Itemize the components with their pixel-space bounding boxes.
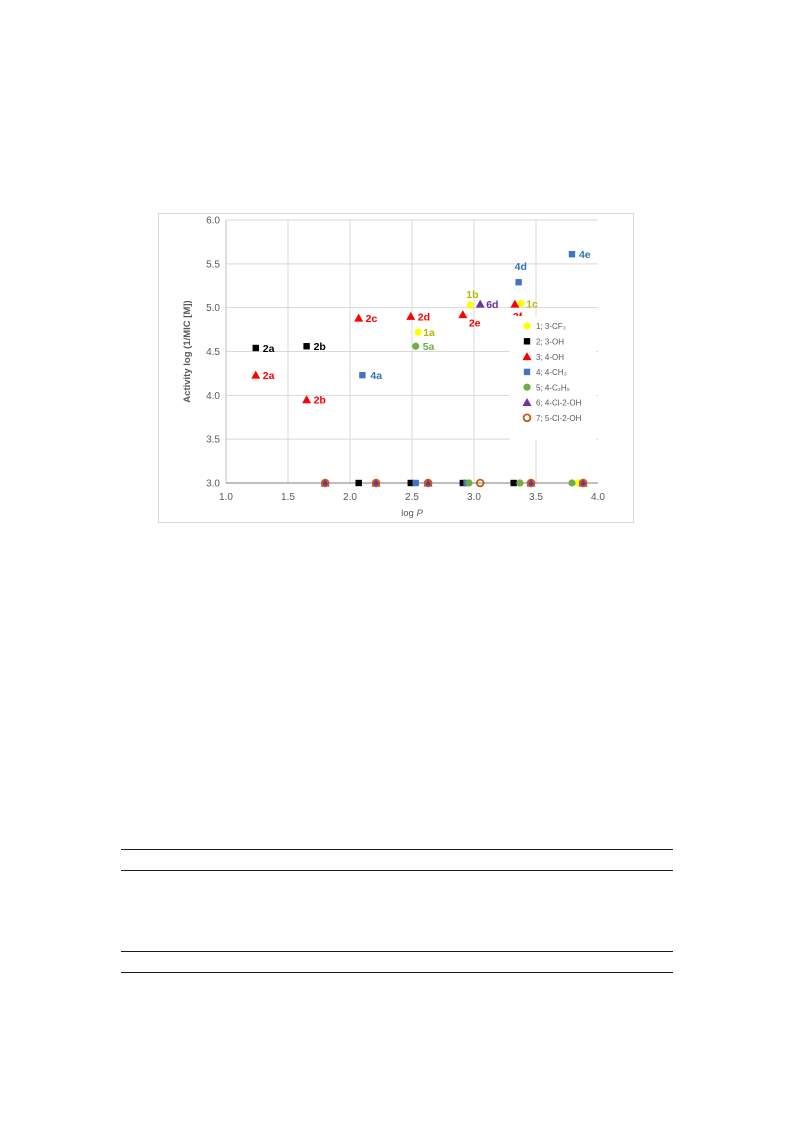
data-point: [465, 479, 473, 487]
table-bottom-rule: [121, 972, 673, 973]
data-point: [475, 478, 485, 488]
data-point: [458, 310, 468, 319]
data-point: [517, 299, 525, 307]
y-tick-label: 4.5: [206, 347, 220, 358]
data-point: [252, 344, 259, 352]
data-label-2c: 2c: [366, 313, 378, 325]
legend-marker: [523, 322, 531, 330]
data-point: [515, 279, 522, 286]
data-label-2a: 2a: [263, 370, 275, 382]
data-label-1b: 1b: [466, 289, 478, 301]
y-tick-label: 5.0: [206, 303, 220, 314]
data-label-2b: 2b: [314, 395, 326, 407]
data-label-1a: 1a: [423, 327, 435, 339]
legend-label: 3; 4-OH: [536, 353, 564, 362]
data-point: [371, 478, 381, 488]
data-point: [355, 479, 362, 487]
data-point: [475, 299, 485, 308]
legend-marker: [522, 398, 532, 406]
data-point: [466, 301, 474, 309]
data-label-4a: 4a: [370, 370, 382, 382]
data-point: [510, 479, 517, 487]
data-point: [303, 343, 310, 350]
legend-marker: [522, 352, 532, 361]
data-point: [414, 328, 422, 336]
data-label-6d: 6d: [486, 299, 498, 311]
legend-marker: [522, 413, 532, 423]
legend-marker: [523, 368, 531, 376]
data-point: [251, 370, 261, 379]
legend-label: 2; 3-OH: [536, 338, 564, 347]
table-header-rule: [121, 870, 673, 871]
legend-label: 7; 5-Cl-2-OH: [536, 414, 582, 423]
x-tick-label: 1.5: [281, 492, 295, 503]
y-tick-label: 4.0: [206, 391, 220, 402]
data-point: [510, 299, 520, 308]
data-point: [568, 479, 576, 487]
x-tick-label: 1.0: [219, 492, 233, 503]
table-top-rule: [121, 849, 673, 850]
legend-marker: [523, 338, 531, 345]
data-label-4e: 4e: [579, 249, 591, 261]
data-label-2b: 2b: [314, 341, 326, 353]
x-tick-label: 2.5: [405, 492, 419, 503]
data-point: [412, 342, 420, 350]
y-tick-label: 6.0: [206, 216, 220, 227]
data-label-1c: 1c: [526, 298, 538, 310]
legend-label: 5; 4-C₂H₅: [536, 383, 570, 392]
data-point: [320, 478, 330, 488]
y-tick-label: 3.0: [206, 479, 220, 490]
data-point: [459, 479, 467, 487]
y-tick-label: 5.5: [206, 259, 220, 270]
data-point: [568, 250, 576, 258]
data-point: [302, 395, 312, 404]
data-label-2d: 2d: [418, 311, 430, 323]
legend-marker: [523, 383, 531, 391]
data-point: [359, 371, 366, 379]
table-body-rule: [121, 951, 673, 952]
data-point: [407, 479, 414, 487]
legend-label: 4; 4-CH₃: [536, 368, 567, 377]
data-label-2e: 2e: [469, 318, 481, 330]
data-point: [406, 311, 416, 320]
data-point: [423, 478, 433, 488]
x-tick-label: 4.0: [591, 492, 605, 503]
x-tick-label: 3.5: [529, 492, 543, 503]
legend-label: 6; 4-Cl-2-OH: [536, 399, 582, 408]
data-point: [578, 478, 588, 488]
data-label-4d: 4d: [515, 261, 527, 273]
y-tick-label: 3.5: [206, 435, 220, 446]
data-label-2a: 2a: [263, 343, 275, 355]
data-label-5a: 5a: [423, 341, 435, 353]
data-point: [412, 479, 419, 487]
data-point: [516, 479, 524, 487]
x-tick-label: 3.0: [467, 492, 481, 503]
x-tick-label: 2.0: [343, 492, 357, 503]
data-point: [354, 313, 364, 322]
y-axis-title: Activity log (1/MIC [M]): [182, 300, 193, 402]
x-axis-title: log P: [401, 508, 423, 519]
data-point: [526, 478, 536, 488]
legend-label: 1; 3-CF₃: [536, 322, 566, 331]
